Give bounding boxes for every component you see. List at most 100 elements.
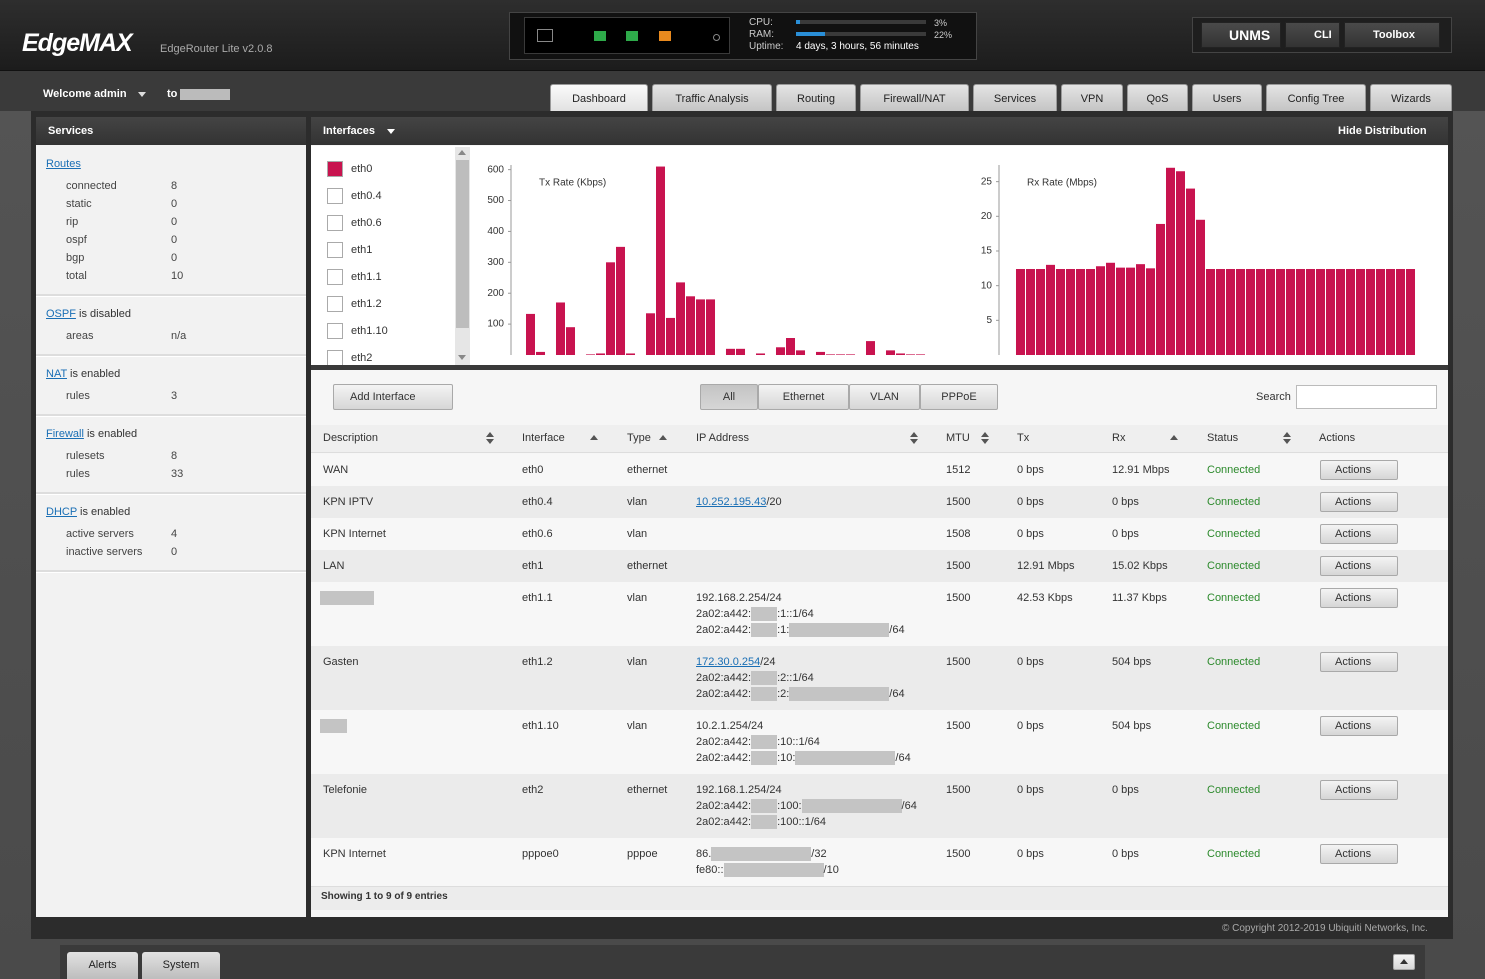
column-header[interactable]: MTU (946, 432, 970, 444)
service-link[interactable]: OSPF (46, 308, 76, 320)
ip-text: 192.168.2.254/24 (696, 592, 782, 604)
ip-text: 2a02:a442: (696, 816, 752, 828)
service-link[interactable]: Firewall (46, 428, 84, 440)
filter-button[interactable]: Ethernet (758, 384, 849, 410)
column-header[interactable]: IP Address (696, 432, 749, 444)
service-item-label: rules (66, 468, 90, 480)
column-header[interactable]: Status (1207, 432, 1239, 444)
redacted (801, 799, 902, 813)
actions-button[interactable]: Actions (1320, 460, 1398, 480)
cell-tx: 12.91 Mbps (1017, 560, 1075, 572)
redacted (751, 815, 778, 829)
header-button[interactable]: CLI (1285, 22, 1340, 48)
redacted (751, 607, 778, 621)
cell-mtu: 1500 (946, 848, 971, 860)
service-link[interactable]: Routes (46, 158, 81, 170)
cell-type: ethernet (627, 784, 668, 796)
column-header[interactable]: Type (627, 432, 651, 444)
ip-text: fe80:: (696, 864, 724, 876)
redacted (320, 591, 374, 605)
checkbox[interactable] (327, 350, 343, 365)
cell-ip: 2a02:a442::10: /64 (696, 750, 911, 766)
cell-tx: 0 bps (1017, 784, 1044, 796)
service-item-label: total (66, 270, 87, 282)
column-header[interactable]: Description (323, 432, 379, 444)
nav-tab[interactable]: QoS (1127, 84, 1188, 111)
service-link[interactable]: DHCP (46, 506, 77, 518)
redacted (711, 847, 812, 861)
checkbox[interactable] (327, 215, 343, 231)
checkbox[interactable] (327, 242, 343, 258)
service-item-label: bgp (66, 252, 85, 264)
nav-tab[interactable]: Services (973, 84, 1057, 111)
add-interface-button[interactable]: Add Interface (333, 384, 453, 410)
hide-distribution[interactable]: Hide Distribution (1338, 125, 1427, 137)
table-info: Showing 1 to 9 of 9 entries (321, 891, 448, 902)
checkbox[interactable] (327, 161, 343, 177)
cell-mtu: 1500 (946, 784, 971, 796)
cell-rx: 0 bps (1112, 496, 1139, 508)
nav-tab[interactable]: Firewall/NAT (860, 84, 969, 111)
ip-text: 192.168.1.254/24 (696, 784, 782, 796)
service-status: is enabled (67, 368, 121, 380)
actions-button[interactable]: Actions (1320, 492, 1398, 512)
filter-button[interactable]: PPPoE (920, 384, 998, 410)
actions-button[interactable]: Actions (1320, 588, 1398, 608)
service-link[interactable]: NAT (46, 368, 67, 380)
interface-name: eth1.2 (351, 298, 382, 310)
nav-tab[interactable]: Config Tree (1266, 84, 1366, 111)
ip-text: 2a02:a442: (696, 624, 752, 636)
cell-tx: 42.53 Kbps (1017, 592, 1073, 604)
column-header[interactable]: Rx (1112, 432, 1126, 444)
checkbox[interactable] (327, 188, 343, 204)
ip-text: 2a02:a442: (696, 672, 752, 684)
chart-area (311, 146, 1448, 365)
cell-type: ethernet (627, 560, 668, 572)
header-button[interactable]: Toolbox (1344, 22, 1440, 48)
actions-button[interactable]: Actions (1320, 780, 1398, 800)
panel-title[interactable]: Interfaces (323, 125, 375, 137)
actions-button[interactable]: Actions (1320, 844, 1398, 864)
copyright: © Copyright 2012-2019 Ubiquiti Networks,… (1222, 923, 1428, 934)
actions-button[interactable]: Actions (1320, 556, 1398, 576)
checkbox[interactable] (327, 296, 343, 312)
nav-tab[interactable]: VPN (1061, 84, 1123, 111)
cell-rx: 0 bps (1112, 848, 1139, 860)
ip-text: /64 (889, 688, 905, 700)
ip-link[interactable]: 10.252.195.43 (696, 496, 767, 508)
separator (36, 354, 306, 357)
actions-button[interactable]: Actions (1320, 652, 1398, 672)
nav-tab[interactable]: Routing (776, 84, 856, 111)
port-icon (626, 31, 638, 41)
actions-button[interactable]: Actions (1320, 524, 1398, 544)
nav-tab[interactable]: Wizards (1370, 84, 1452, 111)
cell-description: WAN (323, 464, 349, 476)
interface-name: eth0 (351, 163, 373, 175)
column-header[interactable]: Interface (522, 432, 565, 444)
ip-link[interactable]: 172.30.0.254 (696, 656, 761, 668)
bottom-bar (60, 945, 1425, 979)
column-header[interactable]: Tx (1017, 432, 1030, 444)
header-button[interactable]: UNMS (1201, 22, 1281, 48)
service-status: is enabled (76, 506, 131, 518)
service-heading: DHCP is enabled (46, 504, 130, 520)
search-input[interactable] (1296, 385, 1437, 409)
bottom-tab[interactable]: Alerts (67, 952, 138, 979)
checkbox[interactable] (327, 323, 343, 339)
checkbox[interactable] (327, 269, 343, 285)
bottom-tab[interactable]: System (142, 952, 220, 979)
model: EdgeRouter Lite v2.0.8 (160, 43, 273, 55)
collapse-button[interactable] (1393, 954, 1415, 970)
ip-text: :100: (777, 800, 802, 812)
actions-button[interactable]: Actions (1320, 716, 1398, 736)
cell-ip: 10.2.1.254/24 (696, 718, 763, 734)
scrollbar-thumb[interactable] (456, 160, 469, 328)
nav-tab[interactable]: Traffic Analysis (652, 84, 772, 111)
column-header[interactable]: Actions (1319, 432, 1356, 444)
chart-divider (311, 365, 1448, 370)
service-item-label: rules (66, 390, 90, 402)
nav-tab[interactable]: Users (1192, 84, 1262, 111)
filter-button[interactable]: VLAN (849, 384, 920, 410)
nav-tab[interactable]: Dashboard (550, 84, 648, 111)
filter-button[interactable]: All (700, 384, 758, 410)
